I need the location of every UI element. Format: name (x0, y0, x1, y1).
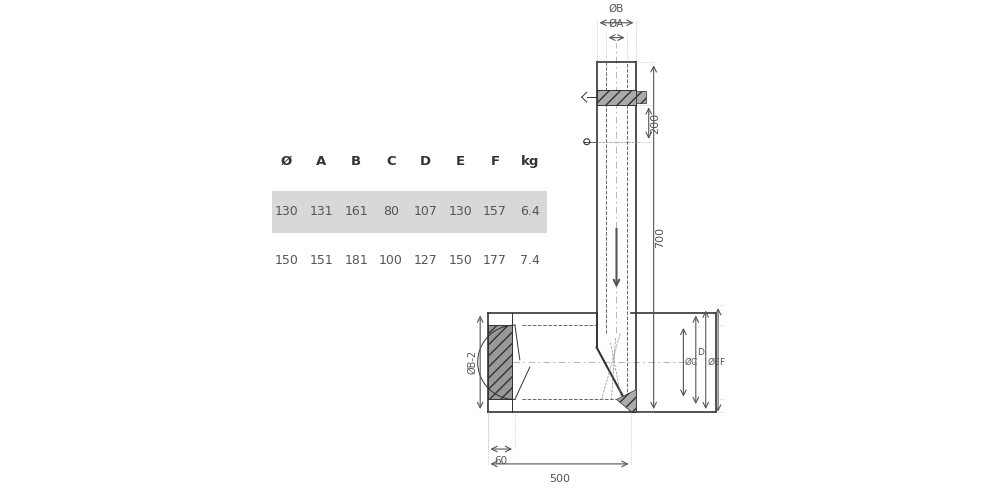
Text: ØA: ØA (609, 18, 624, 28)
Bar (636, 91, 646, 103)
Text: 100: 100 (379, 254, 403, 267)
Text: 151: 151 (310, 254, 333, 267)
Text: 700: 700 (655, 226, 665, 248)
Text: 150: 150 (448, 254, 472, 267)
Text: E: E (456, 155, 465, 168)
FancyBboxPatch shape (272, 192, 547, 234)
Text: ØB-2: ØB-2 (468, 350, 478, 374)
Text: C: C (386, 155, 396, 168)
Text: 161: 161 (344, 204, 368, 218)
Text: 130: 130 (275, 204, 299, 218)
Text: 500: 500 (549, 474, 570, 484)
Text: ØE: ØE (707, 358, 720, 367)
Text: 181: 181 (344, 254, 368, 267)
Text: 157: 157 (483, 204, 507, 218)
Text: 131: 131 (310, 204, 333, 218)
Text: D: D (697, 348, 704, 357)
Bar (488, 325, 512, 400)
Text: A: A (316, 155, 327, 168)
Text: 60: 60 (495, 456, 508, 466)
Text: F: F (720, 358, 725, 367)
Text: 150: 150 (275, 254, 299, 267)
Text: 7.4: 7.4 (520, 254, 540, 267)
Text: 130: 130 (448, 204, 472, 218)
Polygon shape (616, 390, 636, 412)
Text: ØC: ØC (685, 358, 698, 367)
Text: ØB: ØB (609, 4, 624, 14)
Text: F: F (490, 155, 500, 168)
Text: B: B (351, 155, 361, 168)
Text: Ø: Ø (281, 155, 292, 168)
Text: kg: kg (521, 155, 539, 168)
Bar (597, 90, 636, 104)
Text: 200: 200 (650, 112, 660, 134)
Text: 80: 80 (383, 204, 399, 218)
Text: 127: 127 (414, 254, 438, 267)
Text: 107: 107 (414, 204, 438, 218)
Text: 177: 177 (483, 254, 507, 267)
Text: D: D (420, 155, 431, 168)
Text: 6.4: 6.4 (520, 204, 540, 218)
